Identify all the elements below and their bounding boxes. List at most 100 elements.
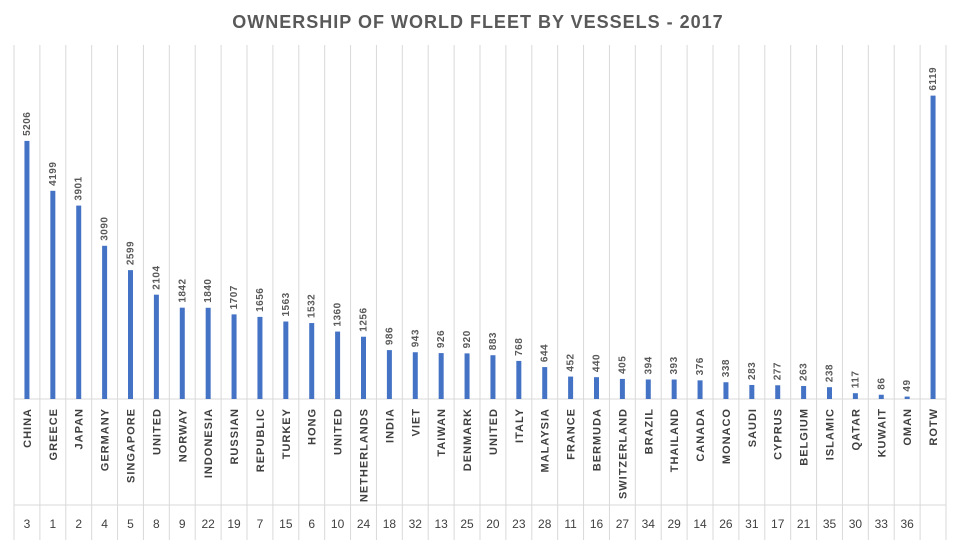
bar	[671, 379, 677, 399]
value-label: 405	[617, 356, 628, 374]
category-label: INDONESIA	[203, 408, 215, 478]
category-label: SWITZERLAND	[617, 408, 629, 499]
bar	[827, 387, 832, 399]
category-label: BERMUDA	[592, 408, 604, 471]
rank-label: 15	[279, 517, 293, 531]
bar	[594, 377, 599, 399]
bar	[749, 384, 755, 399]
value-label: 3090	[100, 217, 111, 241]
category-label: UNITED	[333, 408, 345, 455]
category-label: NETHERLANDS	[359, 408, 371, 502]
value-label: 1563	[281, 292, 292, 316]
bar	[153, 294, 159, 399]
rank-labels: 3 1 2 4 5 8 9 22 19 7 15 6 10 24 18 32 13 25 20 23 28 11 16 27 3…	[24, 517, 915, 531]
category-label: GREECE	[48, 408, 60, 460]
bar	[645, 379, 651, 399]
rank-label: 8	[153, 517, 160, 531]
value-label: 644	[540, 344, 551, 362]
value-label: 6119	[928, 67, 939, 91]
category-label: ROTW	[928, 408, 940, 446]
category-label: CYPRUS	[773, 408, 785, 460]
bar	[464, 353, 470, 399]
rank-label: 26	[719, 517, 733, 531]
value-label: 263	[799, 363, 810, 381]
bar	[852, 393, 858, 399]
value-label: 920	[462, 330, 473, 348]
rank-label: 14	[693, 517, 707, 531]
rank-label: 13	[434, 517, 448, 531]
rank-label: 11	[564, 517, 577, 531]
rank-label: 6	[308, 517, 315, 531]
bar	[24, 140, 30, 399]
rank-label: 28	[538, 517, 552, 531]
value-label: 1532	[307, 294, 318, 318]
bar	[128, 270, 133, 399]
category-label: QATAR	[850, 408, 862, 450]
rank-label: 1	[49, 517, 56, 531]
value-label: 1840	[203, 279, 214, 303]
value-label: 1256	[359, 307, 370, 331]
value-label: 1360	[333, 302, 344, 326]
category-label: SAUDI	[747, 408, 759, 447]
value-label: 3901	[74, 176, 85, 200]
category-label: UNITED	[151, 408, 163, 455]
value-label: 1842	[177, 278, 188, 302]
value-label: 283	[747, 362, 758, 380]
category-gridlines	[13, 45, 947, 540]
rank-label: 19	[227, 517, 241, 531]
category-label: FRANCE	[566, 408, 578, 460]
bar	[386, 350, 392, 399]
bar	[76, 205, 82, 399]
rank-label: 10	[331, 517, 345, 531]
bar	[309, 323, 315, 399]
bar	[50, 190, 56, 399]
bar	[542, 367, 548, 399]
rank-label: 30	[849, 517, 863, 531]
value-label: 1656	[255, 288, 266, 312]
bar	[490, 355, 496, 399]
value-label: 1707	[229, 285, 240, 309]
rank-label: 21	[797, 517, 811, 531]
category-label: RUSSIAN	[229, 408, 241, 465]
rank-label: 9	[179, 517, 186, 531]
rank-label: 31	[745, 517, 759, 531]
rank-label: 2	[75, 517, 82, 531]
rank-label: 34	[642, 517, 656, 531]
value-label: 4199	[48, 162, 59, 186]
bar	[878, 394, 884, 399]
bar	[801, 385, 807, 399]
rank-label: 27	[616, 517, 630, 531]
category-label: NORWAY	[177, 408, 189, 462]
category-label: DENMARK	[462, 408, 474, 471]
bar	[205, 307, 211, 399]
category-labels: CHINA GREECE JAPAN GERMANY SINGAPORE UNITED NO…	[22, 408, 940, 502]
category-label: SINGAPORE	[126, 408, 138, 483]
bar	[516, 360, 522, 399]
value-label: 452	[566, 353, 577, 371]
rank-label: 33	[875, 517, 889, 531]
category-label: HONG	[307, 408, 319, 445]
bar	[283, 321, 289, 399]
rank-label: 22	[201, 517, 215, 531]
bar	[179, 307, 185, 399]
category-label: UNITED	[488, 408, 500, 455]
rank-label: 25	[460, 517, 474, 531]
rank-label: 20	[486, 517, 500, 531]
bar	[102, 245, 108, 399]
category-label: JAPAN	[74, 408, 86, 449]
bar	[904, 396, 910, 399]
bar	[697, 380, 703, 399]
bar	[723, 382, 729, 399]
category-label: MALAYSIA	[540, 408, 552, 472]
bar	[412, 352, 418, 399]
category-label: TAIWAN	[436, 408, 448, 457]
rank-label: 36	[900, 517, 914, 531]
value-label: 768	[514, 338, 525, 356]
category-label: TURKEY	[281, 408, 293, 459]
value-label: 86	[876, 378, 887, 390]
bar	[335, 331, 341, 399]
rank-label: 32	[409, 517, 423, 531]
category-label: REPUBLIC	[255, 408, 267, 472]
bar	[619, 378, 625, 399]
